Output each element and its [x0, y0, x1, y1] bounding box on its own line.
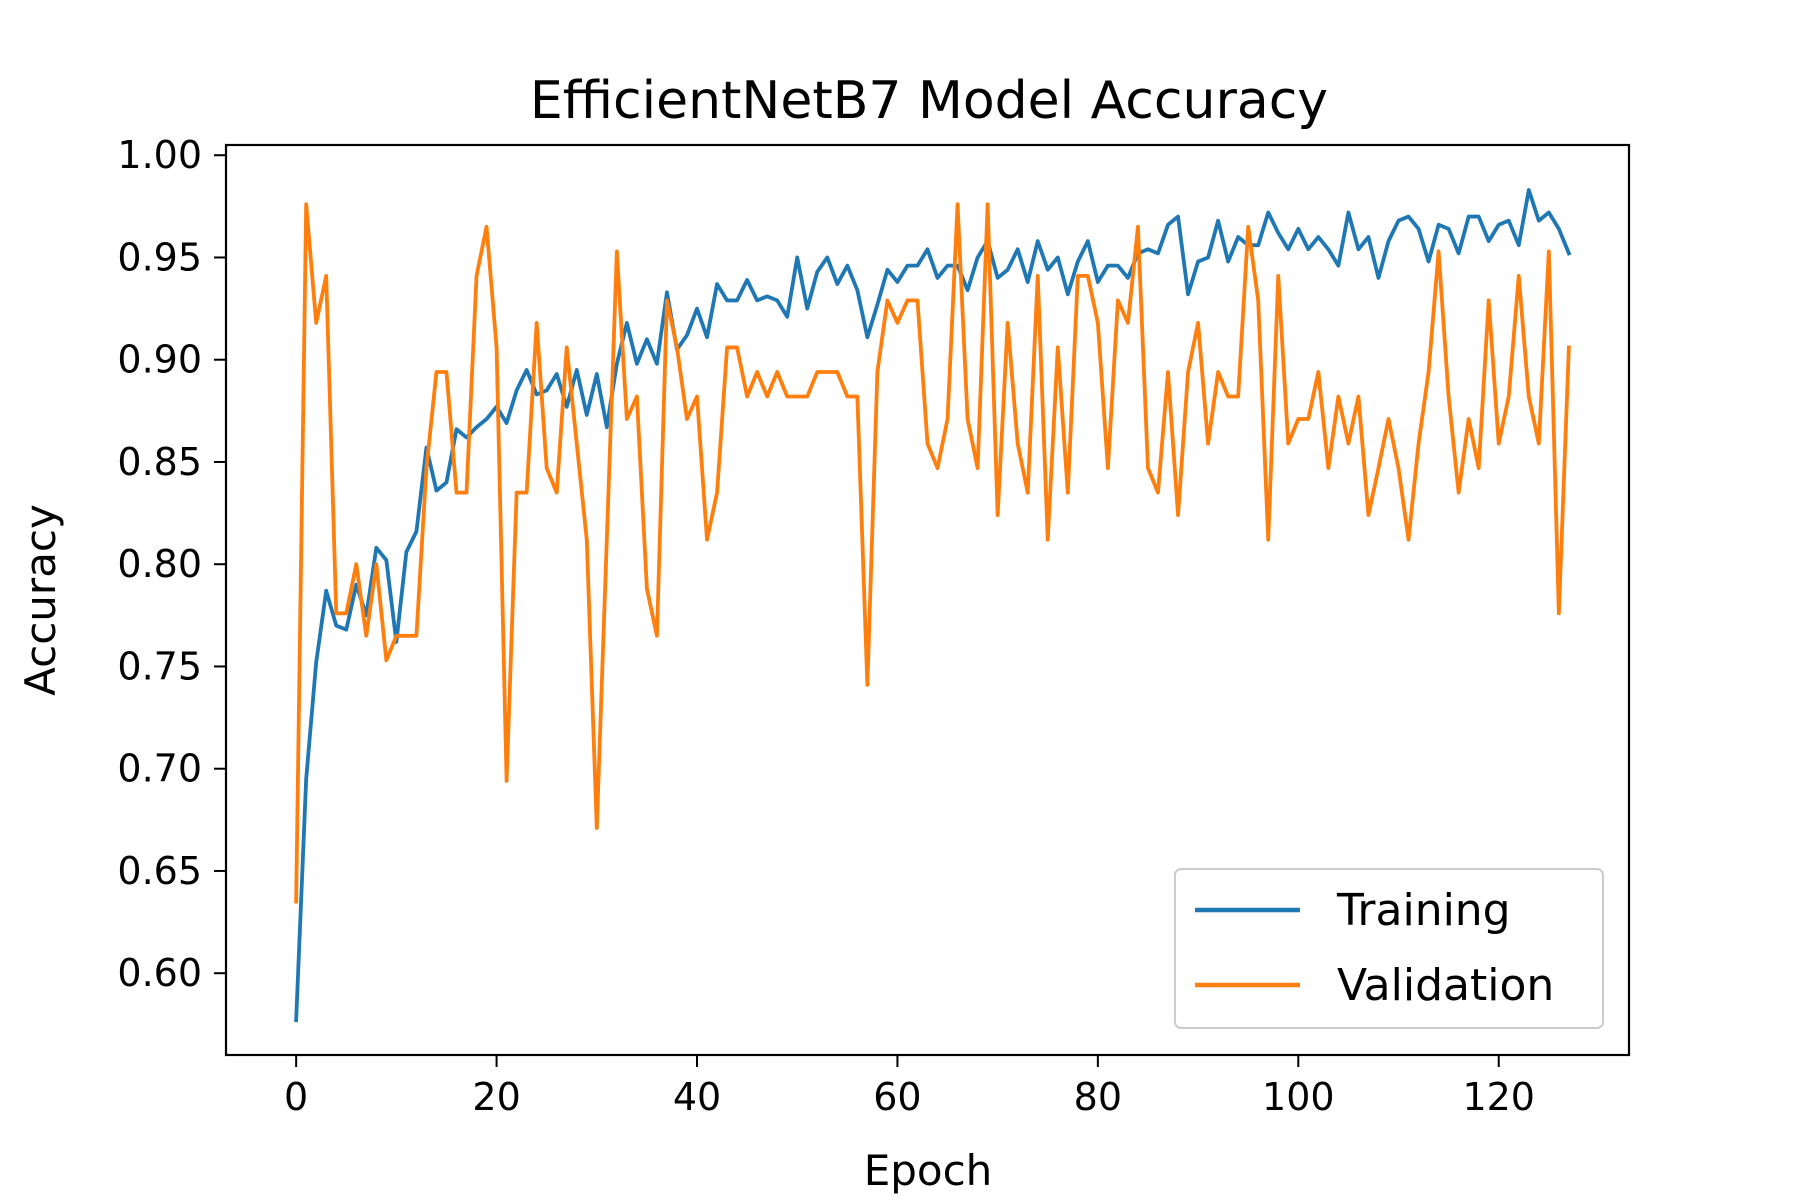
plot-lines — [294, 188, 1572, 1023]
x-axis-label: Epoch — [864, 1146, 993, 1195]
y-tick-label: 0.90 — [117, 338, 202, 382]
x-tick-label: 100 — [1262, 1075, 1335, 1119]
series-line-training — [294, 188, 1572, 1023]
x-tick-label: 80 — [1074, 1075, 1122, 1119]
chart-title: EfficientNetB7 Model Accuracy — [530, 71, 1328, 131]
y-tick-label: 0.85 — [117, 440, 202, 484]
x-tick-label: 40 — [673, 1075, 721, 1119]
y-tick-label: 0.80 — [117, 542, 202, 586]
x-tick-label: 120 — [1462, 1075, 1535, 1119]
y-tick-label: 0.95 — [117, 235, 202, 279]
y-axis-ticks: 0.60 0.65 0.70 0.75 0.80 0.85 0.90 0.95 1.00 — [117, 133, 226, 995]
y-axis-label: Accuracy — [16, 504, 65, 696]
legend: Training Validation — [1174, 868, 1604, 1029]
series-line-validation — [294, 202, 1571, 904]
x-tick-label: 20 — [472, 1075, 520, 1119]
x-tick-label: 0 — [284, 1075, 308, 1119]
legend-label-training: Training — [1336, 885, 1511, 936]
plot-frame — [224, 143, 1631, 1057]
x-tick-label: 60 — [873, 1075, 921, 1119]
legend-label-validation: Validation — [1337, 960, 1554, 1011]
y-tick-label: 0.70 — [117, 747, 202, 791]
y-tick-label: 0.65 — [117, 849, 202, 893]
x-axis-ticks: 0 20 40 60 80 100 120 — [284, 1055, 1535, 1119]
y-tick-label: 1.00 — [117, 133, 202, 177]
y-tick-label: 0.60 — [117, 951, 202, 995]
y-tick-label: 0.75 — [117, 644, 202, 688]
